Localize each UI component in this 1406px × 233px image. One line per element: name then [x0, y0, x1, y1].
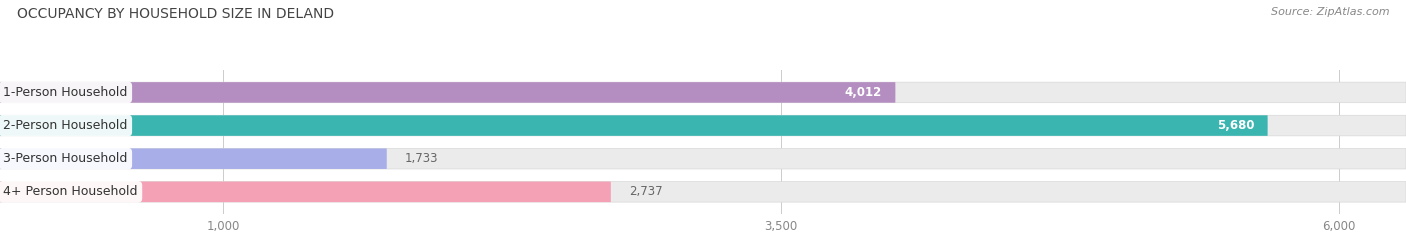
Text: OCCUPANCY BY HOUSEHOLD SIZE IN DELAND: OCCUPANCY BY HOUSEHOLD SIZE IN DELAND [17, 7, 335, 21]
FancyBboxPatch shape [0, 82, 896, 103]
Text: 1-Person Household: 1-Person Household [3, 86, 128, 99]
Text: 2-Person Household: 2-Person Household [3, 119, 128, 132]
Text: 4,012: 4,012 [845, 86, 882, 99]
FancyBboxPatch shape [0, 82, 1406, 103]
FancyBboxPatch shape [0, 148, 387, 169]
FancyBboxPatch shape [0, 115, 1406, 136]
FancyBboxPatch shape [0, 182, 610, 202]
Text: 1,733: 1,733 [405, 152, 439, 165]
FancyBboxPatch shape [0, 182, 1406, 202]
FancyBboxPatch shape [0, 148, 1406, 169]
Text: 2,737: 2,737 [628, 185, 662, 198]
FancyBboxPatch shape [0, 115, 1268, 136]
Text: 4+ Person Household: 4+ Person Household [3, 185, 138, 198]
Text: 5,680: 5,680 [1216, 119, 1254, 132]
Text: 3-Person Household: 3-Person Household [3, 152, 128, 165]
Text: Source: ZipAtlas.com: Source: ZipAtlas.com [1271, 7, 1389, 17]
